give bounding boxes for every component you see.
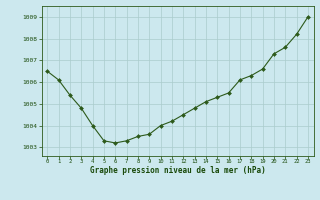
X-axis label: Graphe pression niveau de la mer (hPa): Graphe pression niveau de la mer (hPa) [90, 166, 266, 175]
